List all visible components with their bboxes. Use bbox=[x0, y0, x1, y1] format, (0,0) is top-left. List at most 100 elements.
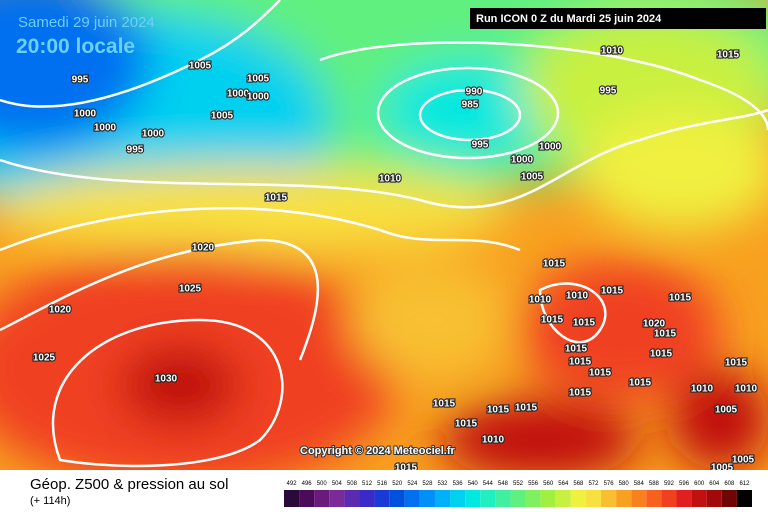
legend-swatch bbox=[676, 490, 692, 507]
isobar-label: 1005 bbox=[715, 405, 738, 416]
isobar-line bbox=[376, 66, 560, 160]
isobar-label: 995 bbox=[472, 140, 489, 151]
date: Samedi 29 juin 2024 bbox=[18, 14, 155, 31]
legend-label: 568 bbox=[573, 481, 584, 487]
legend-swatch bbox=[510, 490, 526, 507]
legend-swatch bbox=[495, 490, 511, 507]
isobar-label: 1010 bbox=[379, 174, 402, 185]
field bbox=[0, 0, 768, 490]
legend-swatch bbox=[585, 490, 602, 507]
legend-label: 532 bbox=[438, 481, 449, 487]
isobar-label: 1010 bbox=[566, 291, 589, 302]
isobar-label: 1000 bbox=[227, 89, 250, 100]
isobar-line bbox=[0, 0, 281, 108]
legend-label: 492 bbox=[287, 481, 298, 487]
isobar-label: 1010 bbox=[601, 46, 624, 57]
isobar-label: 1000 bbox=[142, 129, 165, 140]
legend-swatch bbox=[359, 490, 375, 507]
isobar-label: 1015 bbox=[589, 368, 612, 379]
legend-label: 508 bbox=[347, 481, 358, 487]
legend-swatch bbox=[344, 490, 360, 507]
legend-label: 588 bbox=[649, 481, 660, 487]
legend-swatch bbox=[434, 490, 451, 507]
run-info: Run ICON 0 Z du Mardi 25 juin 2024 bbox=[476, 13, 662, 25]
isobar-label: 1000 bbox=[94, 123, 117, 134]
isobar-label: 1030 bbox=[155, 374, 178, 385]
isobar-label: 1005 bbox=[247, 74, 270, 85]
isobar-label: 1005 bbox=[732, 455, 755, 466]
isobar-label: 1015 bbox=[569, 388, 592, 399]
isobar-label: 1015 bbox=[515, 403, 538, 414]
isobar-label: 1010 bbox=[529, 295, 552, 306]
legend-label: 516 bbox=[377, 481, 388, 487]
legend-label: 500 bbox=[317, 481, 328, 487]
isobar-label: 1015 bbox=[433, 399, 456, 410]
legend-label: 584 bbox=[634, 481, 645, 487]
legend-label: 512 bbox=[362, 481, 373, 487]
copyright: Copyright © 2024 Meteociel.fr bbox=[300, 445, 456, 457]
legend-label: 548 bbox=[498, 481, 509, 487]
isobar-label: 1015 bbox=[654, 329, 677, 340]
legend-swatch bbox=[736, 490, 752, 507]
legend-swatch bbox=[314, 490, 330, 507]
legend-swatch bbox=[601, 490, 617, 507]
isobar-label: 1015 bbox=[543, 259, 566, 270]
isobar-label: 1000 bbox=[247, 92, 270, 103]
isobar-line bbox=[538, 282, 607, 344]
legend-label: 576 bbox=[604, 481, 615, 487]
isobar-label: 1015 bbox=[565, 344, 588, 355]
isobar-label: 1015 bbox=[601, 286, 624, 297]
isobar-label: 1000 bbox=[511, 155, 534, 166]
isobar-label: 1005 bbox=[189, 61, 212, 72]
isobar-label: 1015 bbox=[541, 315, 564, 326]
isobar-label: 995 bbox=[600, 86, 617, 97]
legend-label: 540 bbox=[468, 481, 479, 487]
legend-label: 608 bbox=[724, 481, 735, 487]
legend-swatch bbox=[284, 490, 300, 507]
run-box bbox=[470, 8, 766, 29]
legend-swatch bbox=[540, 490, 556, 507]
isobar-label: 1015 bbox=[717, 50, 740, 61]
legend-label: 528 bbox=[422, 481, 433, 487]
legend-swatch bbox=[631, 490, 647, 507]
isobar-label: 1000 bbox=[74, 109, 97, 120]
isobar-label: 1015 bbox=[669, 293, 692, 304]
legend-swatch bbox=[374, 490, 390, 507]
legend-swatch bbox=[721, 490, 737, 507]
legend-label: 556 bbox=[528, 481, 539, 487]
legend-label: 504 bbox=[332, 481, 343, 487]
isobar-label: 1015 bbox=[650, 349, 673, 360]
legend-swatch bbox=[555, 490, 571, 507]
isobar-label: 1010 bbox=[691, 384, 714, 395]
isobar-line bbox=[0, 238, 320, 361]
legend-label: 596 bbox=[679, 481, 690, 487]
legend-label: 580 bbox=[619, 481, 630, 487]
isobar-label: 985 bbox=[462, 100, 479, 111]
legend-swatch bbox=[646, 490, 662, 507]
isobar-line bbox=[319, 41, 768, 131]
isobar-label: 1020 bbox=[643, 319, 666, 330]
legend-swatch bbox=[691, 490, 707, 507]
legend-label: 552 bbox=[513, 481, 524, 487]
legend-label: 592 bbox=[664, 481, 675, 487]
isobar-label: 1015 bbox=[487, 405, 510, 416]
isobar-label: 1015 bbox=[573, 318, 596, 329]
legend-swatch bbox=[661, 490, 677, 507]
legend-swatch bbox=[299, 490, 315, 507]
legend-label: 612 bbox=[739, 481, 750, 487]
legend-swatch bbox=[616, 490, 632, 507]
isobar-label: 1015 bbox=[725, 358, 748, 369]
isobar-label: 1010 bbox=[482, 435, 505, 446]
isobar-label: 1005 bbox=[211, 111, 234, 122]
legend-label: 496 bbox=[302, 481, 313, 487]
legend-label: 544 bbox=[483, 481, 494, 487]
isobar-label: 1015 bbox=[455, 419, 478, 430]
legend-swatch bbox=[525, 490, 541, 507]
legend-label: 560 bbox=[543, 481, 554, 487]
legend-label: 520 bbox=[392, 481, 403, 487]
legend-swatch bbox=[465, 490, 481, 507]
isobar-label: 1010 bbox=[735, 384, 758, 395]
isobar-label: 1025 bbox=[33, 353, 56, 364]
isobar-label: 990 bbox=[466, 87, 483, 98]
